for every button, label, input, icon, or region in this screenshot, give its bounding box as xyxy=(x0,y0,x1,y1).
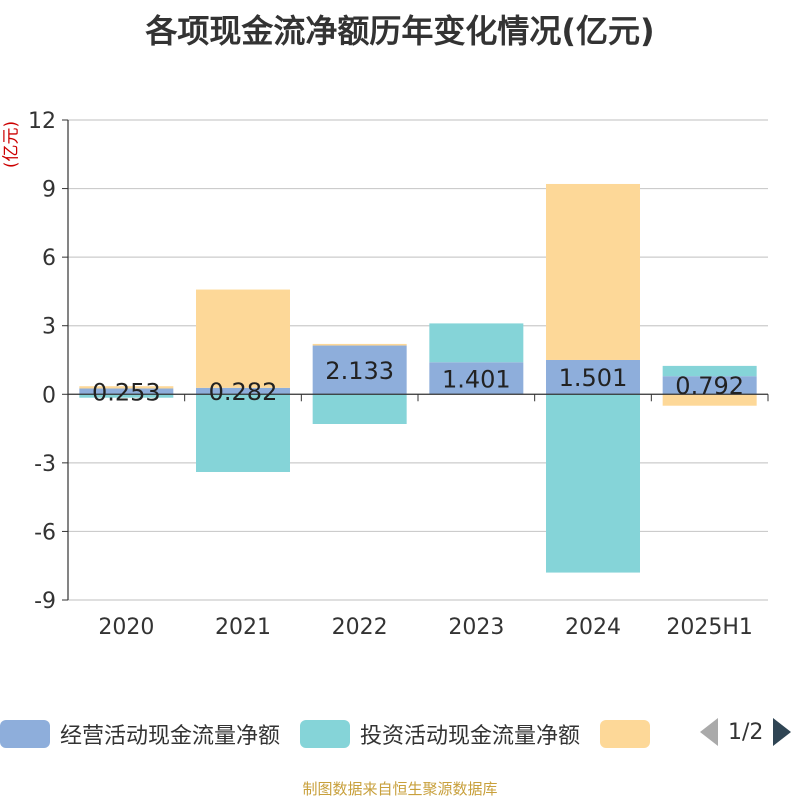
y-tick-label: 6 xyxy=(42,246,56,271)
x-tick-label: 2022 xyxy=(332,615,388,640)
bar-segment xyxy=(196,394,290,472)
y-tick-label: 12 xyxy=(28,109,56,134)
x-tick-label: 2023 xyxy=(448,615,504,640)
y-tick-label: -6 xyxy=(34,520,56,545)
legend-swatch-operating xyxy=(0,720,50,748)
x-tick-label: 2025H1 xyxy=(666,615,753,640)
bar-segment xyxy=(546,359,640,395)
legend-swatch-third xyxy=(600,720,651,748)
bar-segment xyxy=(662,394,757,406)
data-label: 0.792 xyxy=(675,372,744,400)
data-source-note: 制图数据来自恒生聚源数据库 xyxy=(302,780,498,798)
legend-label-operating: 经营活动现金流量净额 xyxy=(60,724,281,749)
pager-next-icon[interactable] xyxy=(773,718,792,746)
bar-segment xyxy=(312,345,407,395)
stacked-bar-chart: 12 9 6 3 0 -3 -6 -9 2020 2021 2022 2023 2024 2025H1 0… xyxy=(28,109,769,640)
y-tick-label: 0 xyxy=(42,383,56,408)
bar-segment xyxy=(662,376,757,395)
bar-segment xyxy=(196,289,290,388)
bar-segment xyxy=(546,183,640,360)
bar-segment xyxy=(429,323,524,363)
y-tick-label: 3 xyxy=(42,315,56,340)
bar-segment xyxy=(79,388,174,395)
data-label: 0.253 xyxy=(92,378,161,406)
bar-segment xyxy=(546,394,640,573)
legend-item-investing[interactable]: 投资活动现金流量净额 xyxy=(300,718,580,750)
y-tick-label: 9 xyxy=(42,178,56,203)
bar-segment xyxy=(196,387,290,395)
bar-segment xyxy=(312,343,407,346)
bar-segment xyxy=(79,386,174,389)
data-label: 2.133 xyxy=(325,357,394,385)
data-label: 0.282 xyxy=(209,378,278,406)
legend-item-third[interactable] xyxy=(600,720,660,748)
x-tick-label: 2020 xyxy=(98,615,154,640)
legend-label-investing: 投资活动现金流量净额 xyxy=(360,724,581,749)
bar-segment xyxy=(662,365,757,377)
legend: 经营活动现金流量净额 投资活动现金流量净额 xyxy=(0,716,680,752)
legend-pager: 1/2 xyxy=(700,718,792,746)
pager-prev-icon[interactable] xyxy=(700,718,718,746)
data-label: 1.401 xyxy=(442,365,511,393)
chart-title: 各项现金流净额历年变化情况(亿元) xyxy=(145,12,655,50)
x-tick-label: 2024 xyxy=(565,615,621,640)
pager-page-indicator: 1/2 xyxy=(728,719,764,745)
data-label: 1.501 xyxy=(559,364,628,392)
y-tick-label: -3 xyxy=(34,452,56,477)
legend-item-operating[interactable]: 经营活动现金流量净额 xyxy=(0,718,280,750)
x-tick-label: 2021 xyxy=(215,615,271,640)
bar-segment xyxy=(312,394,407,424)
y-tick-label: -9 xyxy=(34,589,56,614)
legend-swatch-investing xyxy=(300,720,351,748)
bar-segment xyxy=(79,394,174,398)
bar-segment xyxy=(429,362,524,395)
